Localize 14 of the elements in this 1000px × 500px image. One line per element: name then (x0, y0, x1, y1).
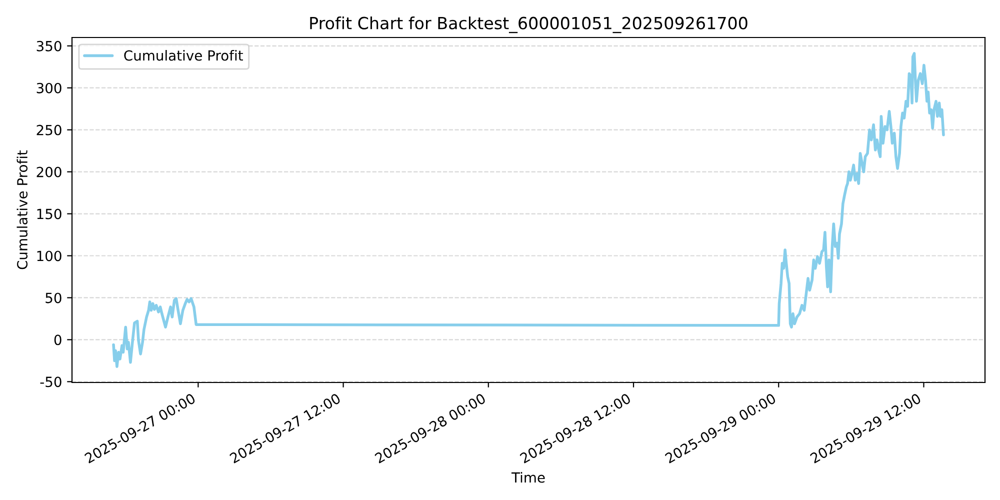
y-tick-label: 200 (36, 166, 62, 178)
y-tick-label: 100 (37, 250, 62, 262)
x-axis-title: Time (511, 472, 545, 483)
y-tick-label: 150 (37, 208, 62, 220)
y-tick-label: -50 (40, 376, 62, 388)
y-axis-title: Cumulative Profit (16, 150, 28, 270)
chart-title: Profit Chart for Backtest_600001051_202509261700 (310, 16, 748, 34)
y-tick-label: 250 (36, 124, 62, 136)
y-tick-label: 300 (36, 82, 62, 94)
line-series (112, 52, 945, 368)
legend-label: Cumulative Profit (124, 50, 243, 61)
y-tick-label: 50 (46, 292, 62, 304)
y-tick-label: 0 (54, 334, 62, 346)
y-tick-label: 350 (36, 40, 62, 52)
